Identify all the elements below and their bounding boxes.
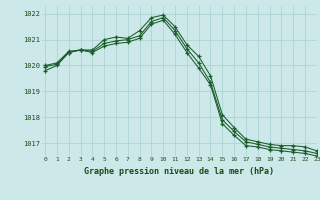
X-axis label: Graphe pression niveau de la mer (hPa): Graphe pression niveau de la mer (hPa) — [84, 167, 274, 176]
